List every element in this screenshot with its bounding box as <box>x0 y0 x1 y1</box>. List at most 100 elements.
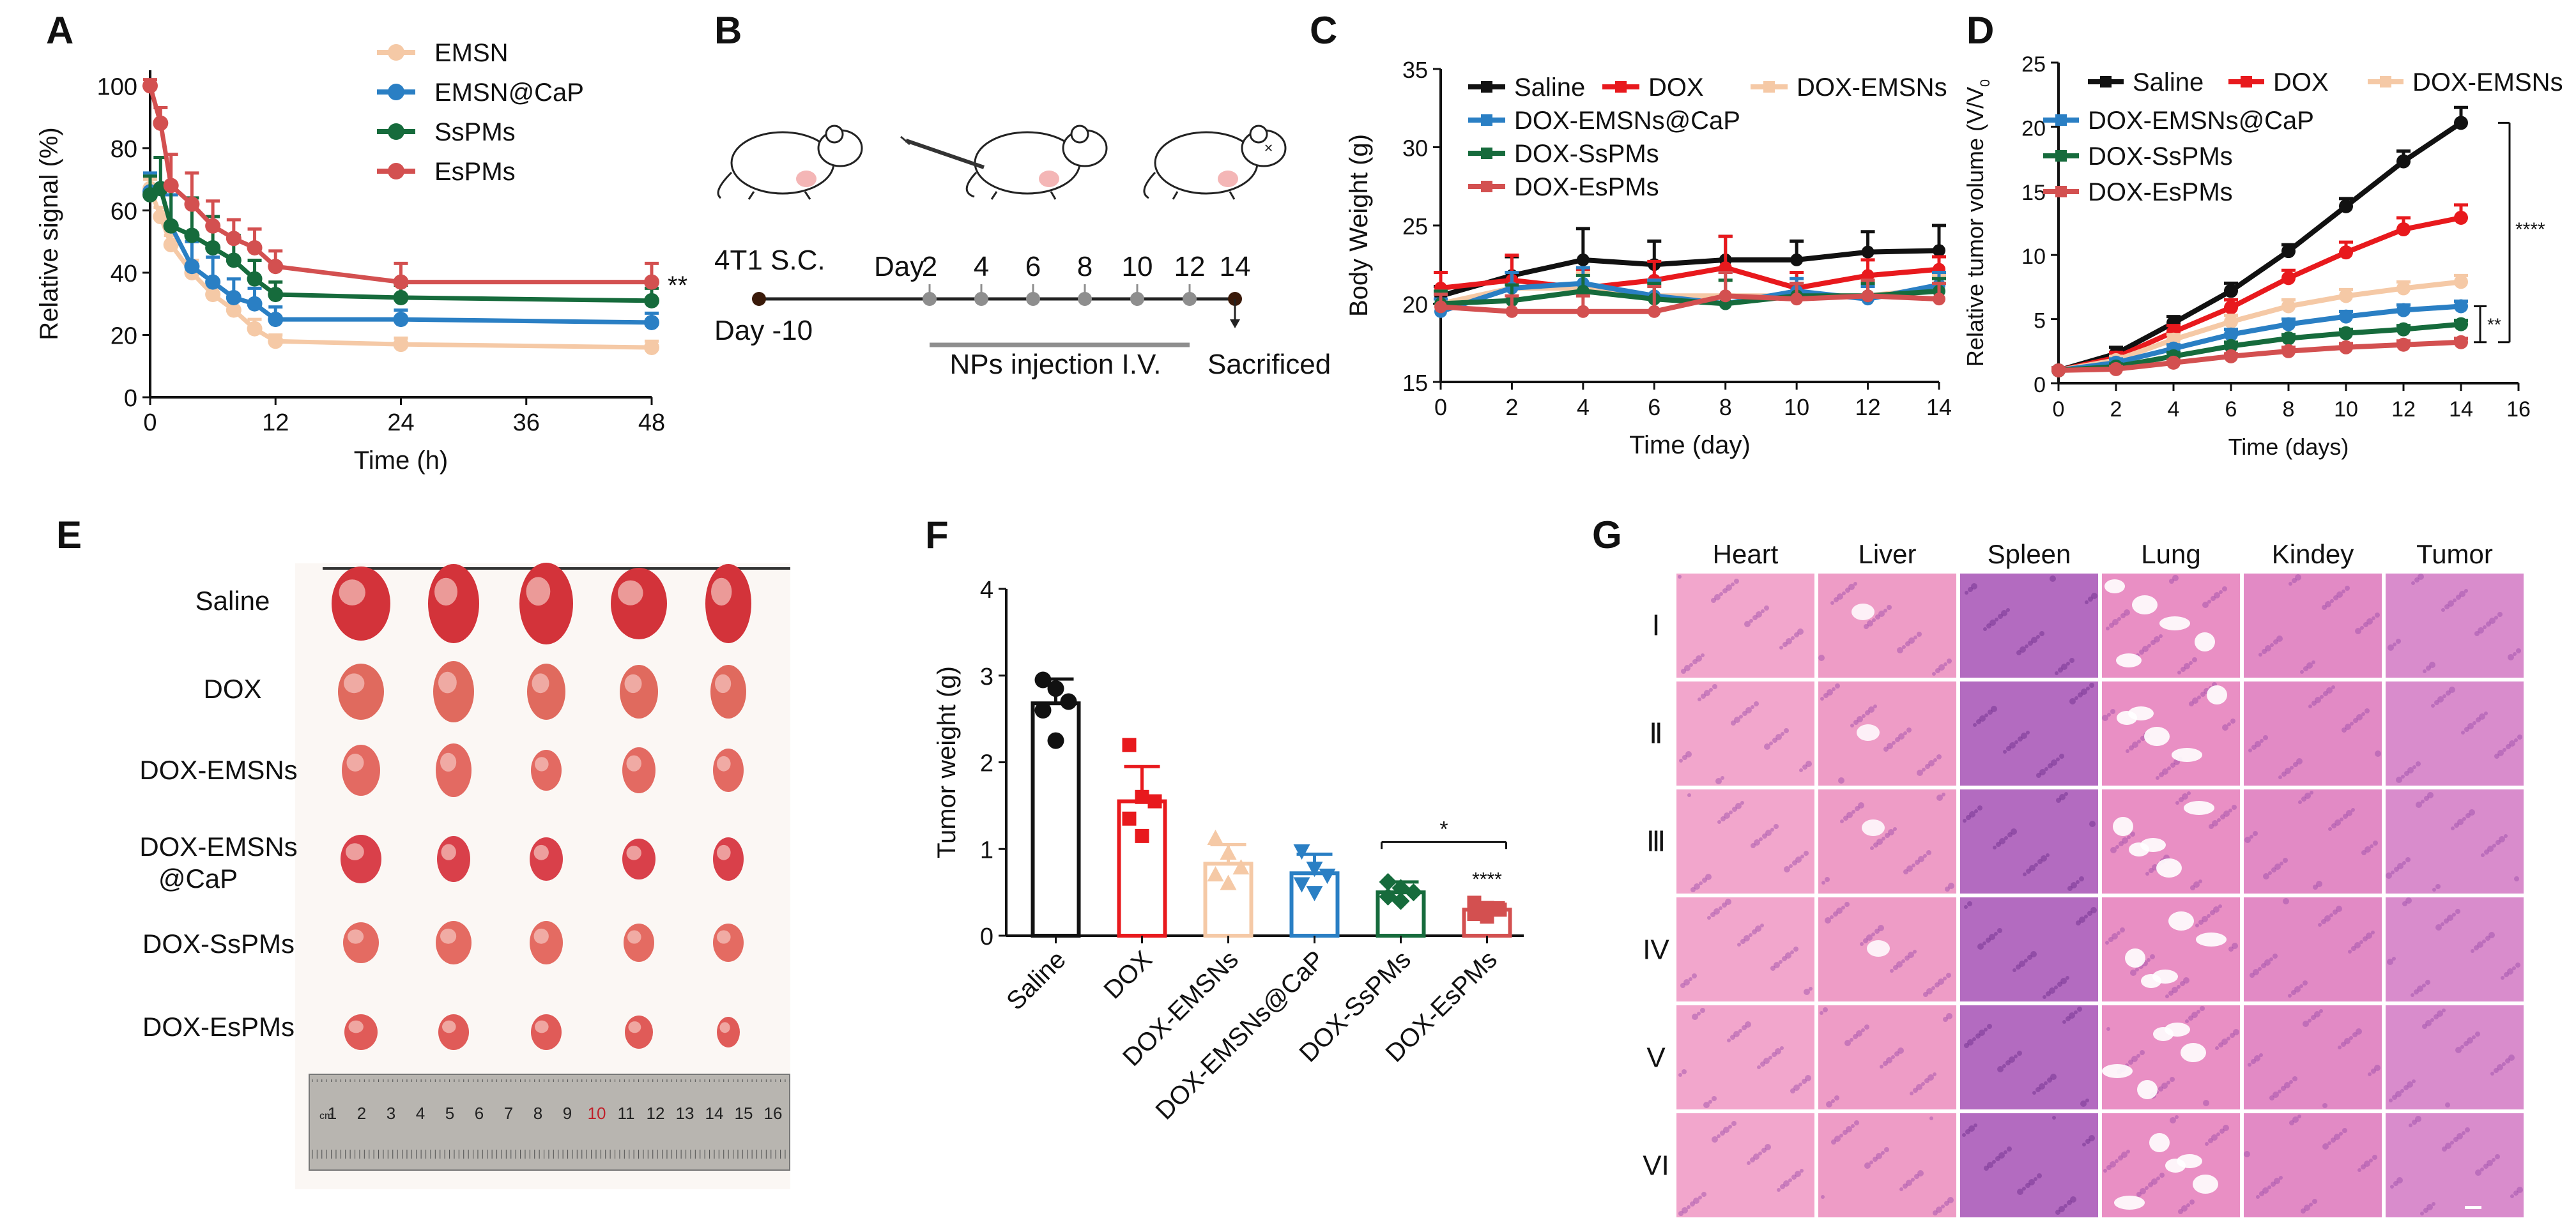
y-tick-label: 2 <box>980 750 993 777</box>
tissue-nucleus <box>2333 595 2338 600</box>
tumor-highlight <box>440 928 457 944</box>
timeline-day-dot <box>1130 292 1144 306</box>
tissue-nucleus <box>2412 1120 2417 1125</box>
tissue-nucleus <box>2331 685 2335 689</box>
tissue-nucleus <box>2418 574 2424 580</box>
tissue-nucleus <box>2429 662 2435 668</box>
tissue-nucleus <box>1917 770 1923 776</box>
tissue-nucleus <box>2059 754 2064 759</box>
tumor-highlight <box>440 752 457 772</box>
tissue-nucleus <box>2339 1132 2343 1136</box>
data-point <box>2224 314 2238 329</box>
tissue-nucleus <box>2497 612 2503 617</box>
data-point <box>2224 300 2238 315</box>
tissue-nucleus <box>2388 644 2394 651</box>
tissue-nucleus <box>2393 643 2396 646</box>
tumor-specimen <box>436 921 471 964</box>
legend-marker <box>1481 181 1492 192</box>
tissue-nucleus <box>1791 1175 1797 1180</box>
tissue-nucleus <box>1739 715 1743 719</box>
series-line <box>149 185 652 303</box>
tissue-nucleus <box>2034 863 2038 867</box>
tissue-nucleus <box>2390 1185 2394 1189</box>
tissue-nucleus <box>2070 1196 2076 1203</box>
series-line <box>2057 121 2463 373</box>
tissue-nucleus <box>2489 618 2496 624</box>
tissue-nucleus <box>2254 1055 2260 1062</box>
tissue-nucleus <box>1913 1088 1918 1093</box>
ruler-number: 2 <box>357 1104 366 1123</box>
tissue-nucleus <box>1931 986 1935 990</box>
legend-marker <box>1481 81 1492 93</box>
data-point <box>393 274 409 290</box>
tissue-nucleus <box>2356 714 2363 720</box>
tissue-nucleus <box>2326 687 2333 694</box>
legend-marker <box>388 163 404 179</box>
tissue-nucleus <box>2261 963 2266 968</box>
tissue-nucleus <box>2189 1199 2195 1205</box>
ruler-number: 14 <box>705 1104 724 1123</box>
tumor-highlight <box>717 756 731 772</box>
tissue-nucleus <box>1755 925 1761 932</box>
x-tick-label: 10 <box>2334 397 2358 422</box>
alveolar-space <box>2195 632 2215 651</box>
tissue-nucleus <box>1936 795 1943 801</box>
tissue-nucleus <box>1977 805 1982 811</box>
y-tick-label: 10 <box>2021 245 2046 269</box>
tissue-nucleus <box>2316 881 2322 887</box>
data-point <box>2281 271 2296 285</box>
tissue-nucleus <box>2029 865 2035 871</box>
tissue-nucleus <box>2315 697 2321 703</box>
tissue-nucleus <box>2011 828 2017 835</box>
tissue-nucleus <box>2273 954 2278 959</box>
tissue-nucleus <box>2186 1203 2190 1207</box>
tissue-nucleus <box>1913 950 1917 954</box>
tissue-nucleus <box>2476 717 2481 722</box>
tissue-nucleus <box>2192 657 2197 662</box>
tissue-nucleus <box>2375 613 2380 618</box>
data-point <box>1392 892 1410 910</box>
data-point <box>1220 844 1237 860</box>
tissue-nucleus <box>1821 881 1825 885</box>
tissue-nucleus <box>2322 605 2327 610</box>
alveolar-space <box>2184 801 2214 815</box>
tissue-nucleus <box>1929 1116 1933 1120</box>
ruler-number: 16 <box>764 1104 783 1123</box>
alveolar-space <box>2113 817 2133 836</box>
tissue-nucleus <box>1793 1085 1800 1091</box>
x-tick-label: 14 <box>1926 394 1952 420</box>
tissue-nucleus <box>1898 733 1905 740</box>
tissue-nucleus <box>1793 947 1798 952</box>
tissue-nucleus <box>2309 1203 2313 1207</box>
tissue-nucleus <box>2027 955 2032 960</box>
tissue-nucleus <box>2090 907 2097 913</box>
tissue-nucleus <box>1684 665 1690 671</box>
tissue-nucleus <box>1809 987 1813 991</box>
data-point <box>2396 337 2411 352</box>
tissue-nucleus <box>1914 1174 1919 1179</box>
alveolar-space <box>2172 748 2202 762</box>
legend-marker <box>2055 114 2067 126</box>
tissue-nucleus <box>2150 640 2156 645</box>
tissue-nucleus <box>1992 1160 1996 1164</box>
histology-column-label: Tumor <box>2416 539 2493 569</box>
mouse-injection-illustration <box>900 125 1108 200</box>
tissue-nucleus <box>2115 1159 2119 1163</box>
series-line <box>148 85 652 285</box>
tissue-nucleus <box>2366 933 2372 939</box>
tissue-nucleus <box>2066 662 2070 666</box>
tissue-nucleus <box>1703 1102 1710 1108</box>
tissue-nucleus <box>1979 1030 1985 1036</box>
tissue-nucleus <box>1997 1066 2004 1072</box>
tumor-highlight <box>717 844 731 860</box>
tissue-nucleus <box>2292 578 2297 583</box>
data-point <box>2339 199 2353 213</box>
tissue-nucleus <box>2047 1077 2052 1083</box>
tissue-nucleus <box>2106 1165 2112 1170</box>
histology-tile <box>1960 681 2098 786</box>
tissue-nucleus <box>1894 1051 1899 1056</box>
tissue-nucleus <box>2273 639 2278 644</box>
tissue-nucleus <box>2345 724 2351 730</box>
tissue-nucleus <box>1947 658 1952 664</box>
mouse-illustration <box>717 125 863 200</box>
